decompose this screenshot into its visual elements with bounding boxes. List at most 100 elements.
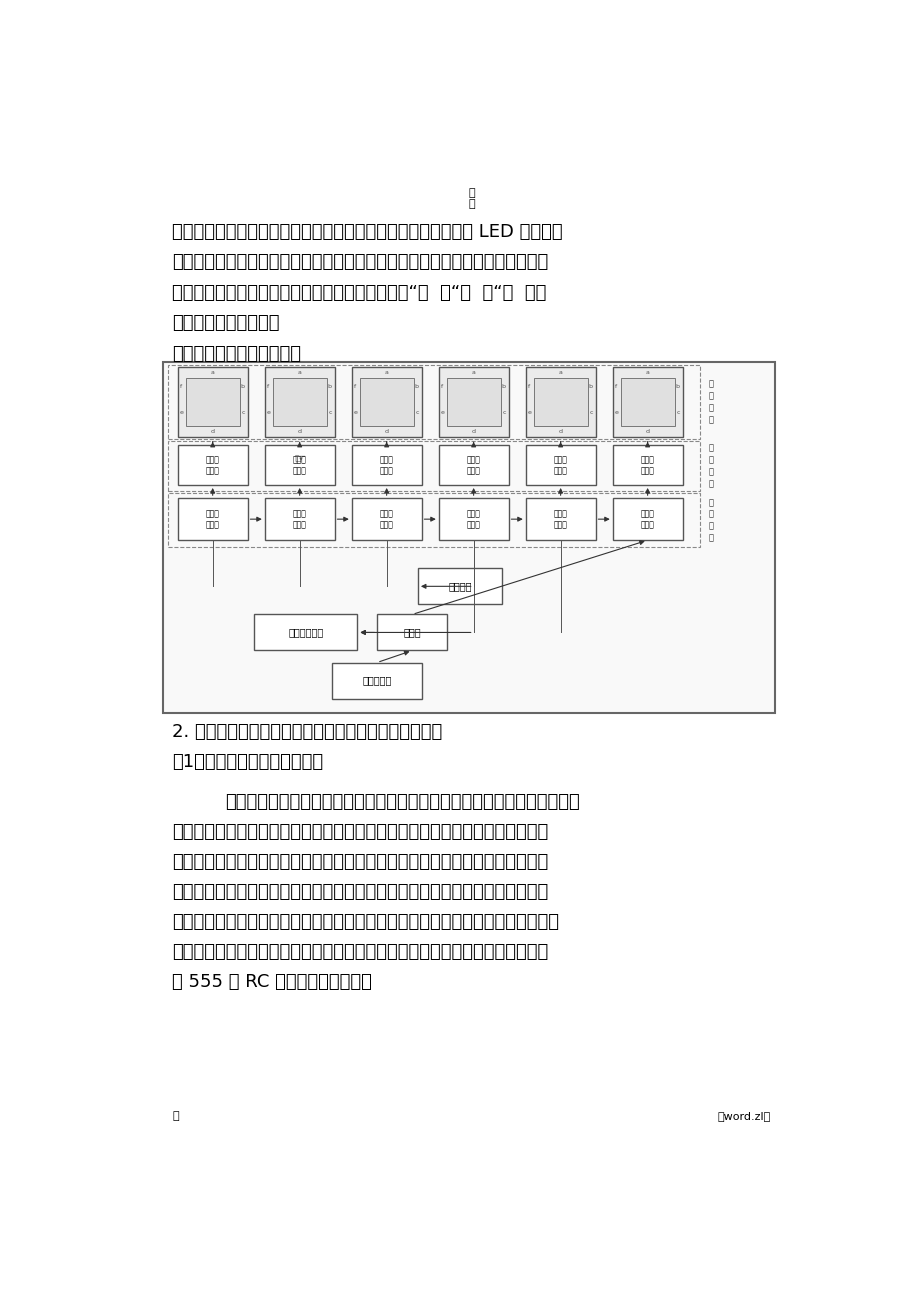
FancyBboxPatch shape	[612, 445, 682, 486]
Text: c: c	[675, 410, 679, 415]
Text: 驱
动
部
分: 驱 动 部 分	[708, 444, 713, 488]
Text: a: a	[298, 370, 301, 375]
Text: 分个位
计数器: 分个位 计数器	[466, 509, 480, 529]
FancyBboxPatch shape	[351, 499, 421, 540]
Text: 数字电子钟逻辑框图如下：: 数字电子钟逻辑框图如下：	[172, 345, 301, 363]
Text: c: c	[328, 410, 332, 415]
FancyBboxPatch shape	[533, 378, 587, 426]
FancyBboxPatch shape	[438, 445, 508, 486]
Text: b: b	[501, 384, 505, 389]
Text: e: e	[354, 410, 357, 415]
Text: 秒个位
计数器: 秒个位 计数器	[640, 509, 653, 529]
Text: 秒十位
译码器: 秒十位 译码器	[553, 454, 567, 475]
Text: e: e	[267, 410, 270, 415]
Text: －: －	[468, 189, 474, 198]
Text: 分十位
译码器: 分十位 译码器	[380, 454, 393, 475]
Text: 器显示出来。整点报时电路时根据计时系统的输出状态产生一个脉冲信号，然后: 器显示出来。整点报时电路时根据计时系统的输出状态产生一个脉冲信号，然后	[172, 254, 548, 272]
Text: d: d	[298, 428, 301, 434]
FancyBboxPatch shape	[332, 663, 421, 699]
FancyBboxPatch shape	[164, 362, 775, 712]
FancyBboxPatch shape	[177, 445, 247, 486]
Text: e: e	[528, 410, 531, 415]
FancyBboxPatch shape	[417, 568, 502, 604]
Text: c: c	[588, 410, 592, 415]
FancyBboxPatch shape	[265, 445, 335, 486]
Text: f: f	[354, 384, 356, 389]
Text: 时十位
译码器: 时十位 译码器	[206, 454, 220, 475]
FancyBboxPatch shape	[619, 378, 674, 426]
Text: e: e	[180, 410, 184, 415]
Text: a: a	[645, 370, 649, 375]
Text: 时个位
译码器: 时个位 译码器	[292, 454, 306, 475]
Text: d: d	[471, 428, 475, 434]
Text: －: －	[172, 1111, 178, 1121]
FancyBboxPatch shape	[612, 499, 682, 540]
Text: 去触发一音频发生器实现报时。校准电路时用来对“时  、“分  、“秒  显示: 去触发一音频发生器实现报时。校准电路时用来对“时 、“分 、“秒 显示	[172, 284, 546, 302]
Text: b: b	[241, 384, 244, 389]
FancyBboxPatch shape	[525, 367, 595, 437]
FancyBboxPatch shape	[272, 378, 326, 426]
Text: 分十位
计数器: 分十位 计数器	[380, 509, 393, 529]
Text: －word.zl－: －word.zl－	[717, 1111, 770, 1121]
Text: e: e	[614, 410, 618, 415]
Text: 输出状态通过显示驱动电路，七段显示译码器译码，在经过六位 LED 七段显示: 输出状态通过显示驱动电路，七段显示译码器译码，在经过六位 LED 七段显示	[172, 224, 562, 241]
Text: a: a	[471, 370, 475, 375]
FancyBboxPatch shape	[351, 445, 421, 486]
Text: b: b	[327, 384, 332, 389]
Text: 动，有了机械振动，就会在相应的垂直面上产生电场，从而机械振动和电场互为: 动，有了机械振动，就会在相应的垂直面上产生电场，从而机械振动和电场互为	[172, 853, 548, 871]
FancyBboxPatch shape	[359, 378, 414, 426]
FancyBboxPatch shape	[265, 499, 335, 540]
Text: 石英晶体振荡器的特点是振荡频率准确、电路构造简单、频率易调整。它还: 石英晶体振荡器的特点是振荡频率准确、电路构造简单、频率易调整。它还	[225, 793, 580, 811]
Text: 数字进展校对调整的。: 数字进展校对调整的。	[172, 314, 279, 332]
Text: 时十位
计数器: 时十位 计数器	[206, 509, 220, 529]
Text: 计时精度越高，但耗电量将增大。如果精度要求不高也可以采用由集成电路定时: 计时精度越高，但耗电量将增大。如果精度要求不高也可以采用由集成电路定时	[172, 943, 548, 961]
Text: ☞: ☞	[293, 450, 306, 465]
Text: b: b	[414, 384, 418, 389]
Text: 2. 数字电子钟单元电路设计、参数计算和元件芯片选择: 2. 数字电子钟单元电路设计、参数计算和元件芯片选择	[172, 723, 442, 741]
Text: 、1】石英晶体振荡器和分频器: 、1】石英晶体振荡器和分频器	[172, 753, 323, 771]
Text: 秒个位
译码器: 秒个位 译码器	[640, 454, 653, 475]
FancyBboxPatch shape	[612, 367, 682, 437]
Text: 秒十位
计数器: 秒十位 计数器	[553, 509, 567, 529]
Text: a: a	[384, 370, 388, 375]
Text: a: a	[558, 370, 562, 375]
Text: c: c	[414, 410, 418, 415]
Text: 分频器: 分频器	[403, 628, 421, 638]
Text: 校时电路: 校时电路	[448, 581, 471, 591]
Text: f: f	[528, 384, 529, 389]
Text: 具有压电效应，在晶体的某一方向加一电场，那么在与此垂直的方向产生机械振: 具有压电效应，在晶体的某一方向加一电场，那么在与此垂直的方向产生机械振	[172, 823, 548, 841]
Text: 分个位
译码器: 分个位 译码器	[466, 454, 480, 475]
FancyBboxPatch shape	[351, 367, 421, 437]
Text: b: b	[588, 384, 592, 389]
Text: 整点报时电路: 整点报时电路	[288, 628, 323, 638]
Text: e: e	[440, 410, 444, 415]
Text: d: d	[645, 428, 649, 434]
Text: 时个位
计数器: 时个位 计数器	[292, 509, 306, 529]
Text: －: －	[468, 199, 474, 210]
Text: d: d	[210, 428, 214, 434]
FancyBboxPatch shape	[446, 378, 500, 426]
FancyBboxPatch shape	[186, 378, 240, 426]
FancyBboxPatch shape	[525, 445, 595, 486]
Text: 晶体振荡器: 晶体振荡器	[362, 676, 391, 686]
Text: b: b	[675, 384, 679, 389]
Text: f: f	[440, 384, 442, 389]
Text: d: d	[384, 428, 388, 434]
Text: f: f	[614, 384, 617, 389]
FancyBboxPatch shape	[525, 499, 595, 540]
Text: c: c	[241, 410, 244, 415]
Text: 器 555 与 RC 组成的多谐振荡器。: 器 555 与 RC 组成的多谐振荡器。	[172, 974, 371, 991]
Text: 显
示
部
分: 显 示 部 分	[708, 380, 713, 424]
FancyBboxPatch shape	[438, 499, 508, 540]
Text: 因果，这种循环过程一直持续到晶体的机械强度限止时，才到达最后稳定。这个: 因果，这种循环过程一直持续到晶体的机械强度限止时，才到达最后稳定。这个	[172, 883, 548, 901]
Text: f: f	[180, 384, 182, 389]
FancyBboxPatch shape	[377, 615, 447, 651]
Text: 计
时
部
分: 计 时 部 分	[708, 497, 713, 543]
Text: c: c	[502, 410, 505, 415]
FancyBboxPatch shape	[254, 615, 357, 651]
Text: 压电谐振的频率就是即为晶体振荡器的固有频率。一般来说，振荡器的频率越高，: 压电谐振的频率就是即为晶体振荡器的固有频率。一般来说，振荡器的频率越高，	[172, 913, 559, 931]
Text: d: d	[558, 428, 562, 434]
FancyBboxPatch shape	[177, 367, 247, 437]
FancyBboxPatch shape	[438, 367, 508, 437]
Text: a: a	[210, 370, 214, 375]
